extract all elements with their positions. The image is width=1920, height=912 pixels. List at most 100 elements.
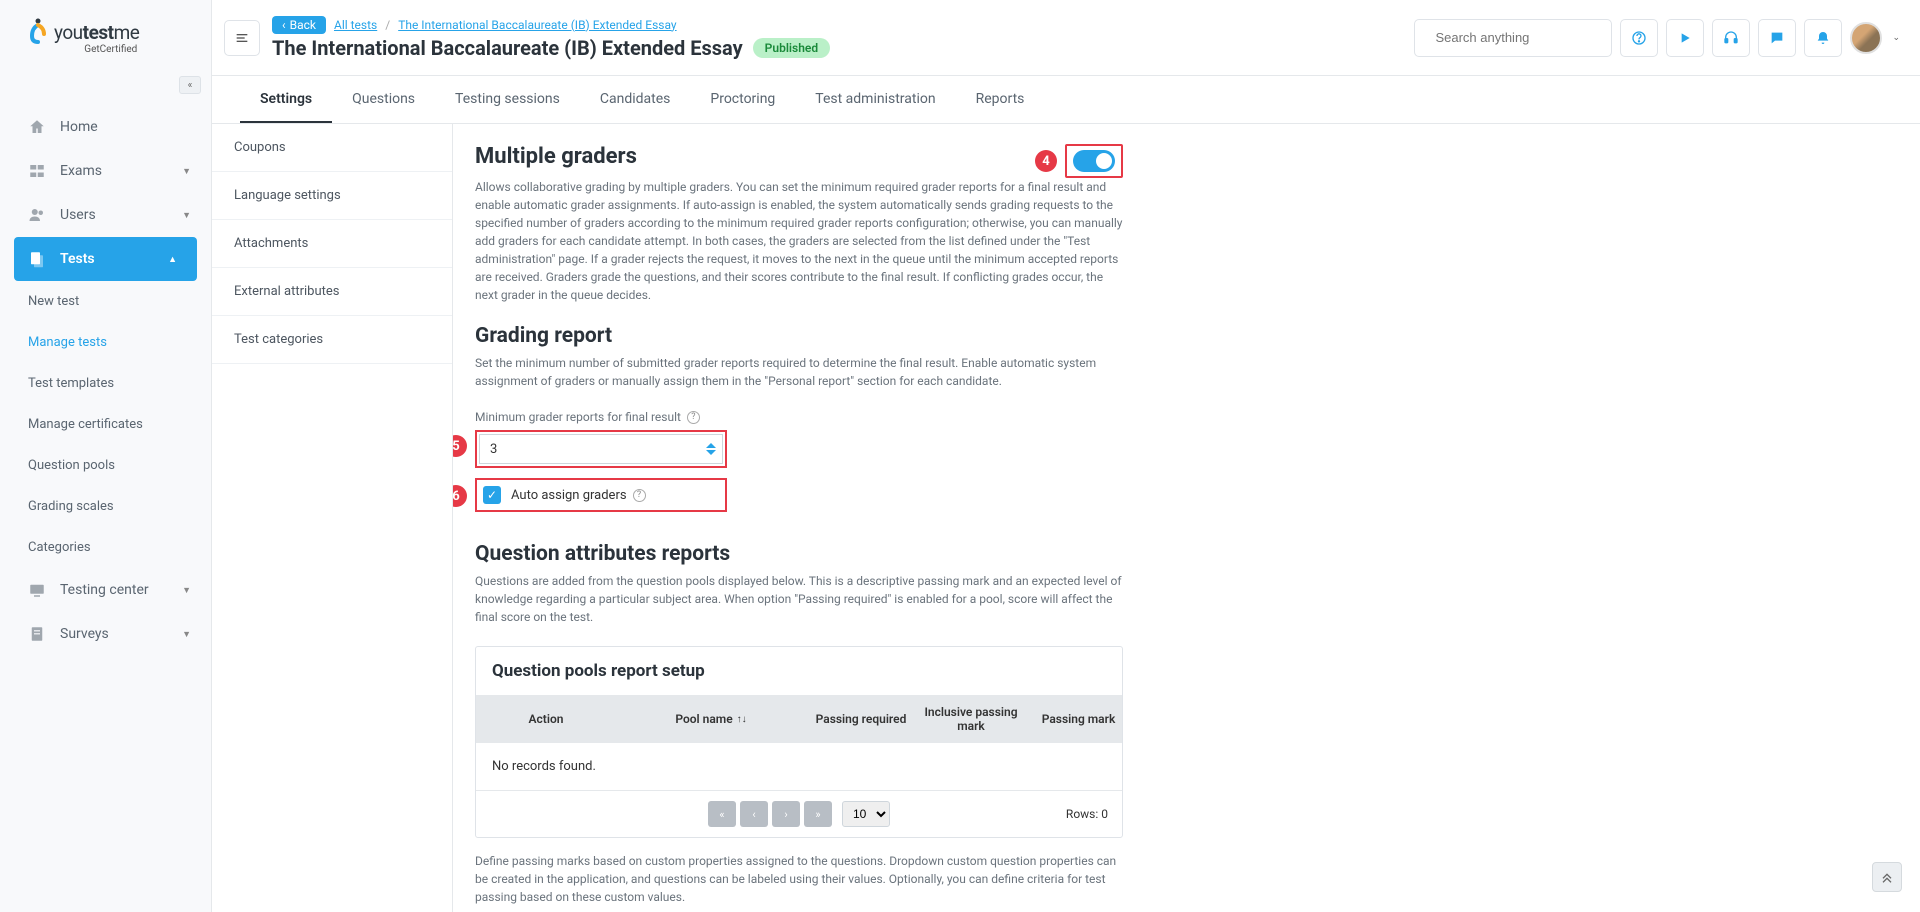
support-button[interactable]	[1712, 19, 1750, 57]
pager-first[interactable]: «	[708, 801, 736, 827]
page-size-select[interactable]: 10	[842, 801, 890, 827]
nav-label: Home	[60, 119, 98, 135]
th-inclusive-passing[interactable]: Inclusive passing mark	[916, 695, 1026, 743]
nav-testing-center[interactable]: Testing center ▼	[0, 568, 211, 612]
pager-prev[interactable]: ‹	[740, 801, 768, 827]
help-button[interactable]	[1620, 19, 1658, 57]
sidebar: youtestme GetCertified « Home Exams ▼ Us…	[0, 0, 212, 912]
sub-new-test[interactable]: New test	[0, 281, 211, 322]
spinner-down[interactable]	[706, 450, 716, 455]
sub-question-pools[interactable]: Question pools	[0, 445, 211, 486]
th-pool-name[interactable]: Pool name↑↓	[616, 695, 806, 743]
spinner	[706, 443, 716, 455]
nav-users[interactable]: Users ▼	[0, 193, 211, 237]
pager-next[interactable]: ›	[772, 801, 800, 827]
user-avatar[interactable]	[1850, 22, 1882, 54]
settings-coupons[interactable]: Coupons	[212, 124, 452, 172]
pool-empty-message: No records found.	[476, 743, 1122, 790]
th-passing-mark[interactable]: Passing mark	[1026, 695, 1131, 743]
search-input[interactable]	[1435, 30, 1611, 45]
settings-attachments[interactable]: Attachments	[212, 220, 452, 268]
tab-questions[interactable]: Questions	[332, 76, 435, 123]
nav-home[interactable]: Home	[0, 105, 211, 149]
menu-toggle-button[interactable]	[224, 20, 260, 56]
back-button[interactable]: ‹ Back	[272, 16, 326, 34]
breadcrumb: ‹ Back All tests / The International Bac…	[272, 16, 1402, 34]
play-icon	[1677, 30, 1693, 46]
main: ‹ Back All tests / The International Bac…	[212, 0, 1920, 912]
multiple-graders-title: Multiple graders	[475, 144, 637, 169]
content-row: Coupons Language settings Attachments Ex…	[212, 124, 1920, 912]
notifications-button[interactable]	[1804, 19, 1842, 57]
nav-tests[interactable]: Tests ▲	[14, 237, 197, 281]
tests-submenu: New test Manage tests Test templates Man…	[0, 281, 211, 568]
settings-test-categories[interactable]: Test categories	[212, 316, 452, 364]
nav-surveys[interactable]: Surveys ▼	[0, 612, 211, 656]
sub-grading-scales[interactable]: Grading scales	[0, 486, 211, 527]
chevron-down-icon: ▼	[182, 585, 191, 596]
published-badge: Published	[753, 38, 830, 58]
help-icon	[1631, 30, 1647, 46]
th-action[interactable]: Action	[476, 695, 616, 743]
auto-assign-highlight: ✓ Auto assign graders ?	[475, 478, 727, 512]
search-box[interactable]	[1414, 19, 1612, 57]
logo-icon	[28, 18, 48, 46]
bottom-desc: Define passing marks based on custom pro…	[475, 852, 1123, 906]
breadcrumb-wrap: ‹ Back All tests / The International Bac…	[272, 16, 1402, 60]
min-reports-row: 5 3	[475, 430, 1123, 468]
sub-manage-tests[interactable]: Manage tests	[0, 322, 211, 363]
min-reports-value: 3	[490, 442, 497, 457]
chevron-down-icon: ▼	[182, 166, 191, 177]
breadcrumb-current[interactable]: The International Baccalaureate (IB) Ext…	[398, 18, 676, 32]
scroll-to-top-button[interactable]	[1872, 862, 1902, 892]
settings-side-nav: Coupons Language settings Attachments Ex…	[212, 124, 453, 912]
tab-settings[interactable]: Settings	[240, 76, 332, 123]
sub-test-templates[interactable]: Test templates	[0, 363, 211, 404]
th-passing-required[interactable]: Passing required	[806, 695, 916, 743]
info-icon[interactable]: ?	[687, 411, 700, 424]
auto-assign-label: Auto assign graders ?	[511, 488, 646, 503]
collapse-sidebar-button[interactable]: «	[179, 76, 201, 94]
topbar-right: ⌄	[1414, 19, 1900, 57]
spinner-up[interactable]	[706, 443, 716, 448]
logo[interactable]: youtestme	[28, 18, 139, 46]
play-button[interactable]	[1666, 19, 1704, 57]
min-reports-input[interactable]: 3	[479, 434, 723, 464]
nav-label: Tests	[60, 251, 95, 267]
multiple-graders-toggle-highlight	[1065, 144, 1123, 178]
title-row: The International Baccalaureate (IB) Ext…	[272, 36, 1402, 60]
nav-exams[interactable]: Exams ▼	[0, 149, 211, 193]
pool-footer: « ‹ › » 10 Rows: 0	[476, 790, 1122, 837]
chevron-up-icon: ▲	[168, 254, 177, 265]
toggle-knob	[1096, 153, 1112, 169]
breadcrumb-all-tests[interactable]: All tests	[334, 18, 377, 32]
tab-test-administration[interactable]: Test administration	[795, 76, 955, 123]
chat-button[interactable]	[1758, 19, 1796, 57]
auto-assign-checkbox[interactable]: ✓	[483, 486, 501, 504]
primary-nav: Home Exams ▼ Users ▼ Tests ▲ New test Ma…	[0, 105, 211, 656]
tab-reports[interactable]: Reports	[956, 76, 1045, 123]
nav-label: Users	[60, 207, 96, 223]
info-icon[interactable]: ?	[633, 489, 646, 502]
pool-report-title: Question pools report setup	[476, 647, 1122, 695]
tab-testing-sessions[interactable]: Testing sessions	[435, 76, 580, 123]
user-menu-caret[interactable]: ⌄	[1892, 33, 1900, 43]
multiple-graders-toggle[interactable]	[1073, 150, 1115, 172]
settings-language[interactable]: Language settings	[212, 172, 452, 220]
pool-table-header: Action Pool name↑↓ Passing required Incl…	[476, 695, 1122, 743]
logo-area: youtestme GetCertified	[0, 0, 211, 65]
pager-last[interactable]: »	[804, 801, 832, 827]
grading-report-desc: Set the minimum number of submitted grad…	[475, 354, 1123, 390]
sub-manage-certificates[interactable]: Manage certificates	[0, 404, 211, 445]
tab-proctoring[interactable]: Proctoring	[690, 76, 795, 123]
settings-external-attributes[interactable]: External attributes	[212, 268, 452, 316]
callout-4: 4	[1035, 150, 1057, 172]
sub-categories[interactable]: Categories	[0, 527, 211, 568]
tab-candidates[interactable]: Candidates	[580, 76, 691, 123]
rows-count: Rows: 0	[1066, 807, 1108, 821]
min-reports-highlight: 3	[475, 430, 727, 468]
users-icon	[28, 206, 46, 224]
question-attrs-title: Question attributes reports	[475, 542, 1123, 566]
breadcrumb-separator: /	[385, 18, 390, 32]
grading-report-title: Grading report	[475, 324, 1123, 348]
